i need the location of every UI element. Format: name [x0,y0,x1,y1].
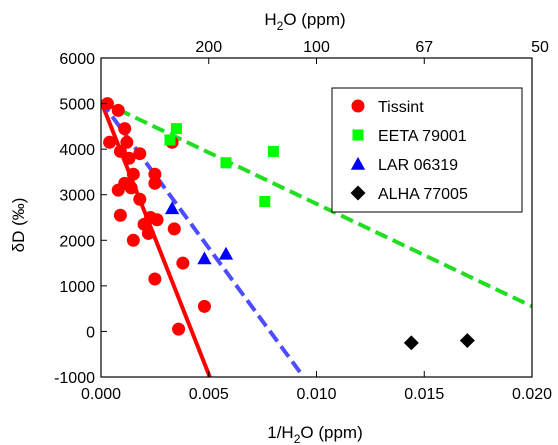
legend-label-lar-06319: LAR 06319 [378,157,458,174]
tissint-point [126,167,140,181]
tissint-point [124,181,138,195]
tissint-point [113,208,127,222]
legend-marker-alha-77005 [350,185,366,201]
x-tick-label: 0.000 [81,386,121,403]
eeta-79001-point [267,145,279,157]
y-tick-label: 5000 [59,97,95,114]
top-tick-label: 67 [415,39,433,56]
legend: Tissint EETA 79001 LAR 06319 ALHA 77005 [331,87,523,213]
x-tick-label: 0.010 [296,386,336,403]
x-tick-label: 0.020 [512,386,552,403]
lar-06319-point [164,201,180,215]
tissint-point [148,167,162,181]
top-axis-title: H2O (ppm) [264,10,345,33]
eeta-79001-point [164,134,176,146]
legend-label-alha-77005: ALHA 77005 [378,186,468,203]
tissint-point [141,226,155,240]
x-tick-label: 0.015 [404,386,444,403]
tissint-point [133,147,147,161]
tissint-point [126,233,140,247]
alha-77005-point [459,333,475,349]
y-axis-title: δD (‰) [9,198,28,253]
tissint-point [150,213,164,227]
alha-77005-point [403,335,419,351]
eeta-79001-point [259,196,271,208]
y-tick-label: -1000 [54,370,95,387]
tissint-point [148,176,162,190]
top-tick-label: 200 [195,39,222,56]
tissint-point [120,135,134,149]
top-tick-label: 100 [303,39,330,56]
y-tick-label: 0 [86,324,95,341]
data-markers [100,97,475,351]
legend-marker-tissint [351,99,365,113]
y-tick-label: 1000 [59,279,95,296]
tissint-point [176,256,190,270]
lar-06319-point [218,246,234,260]
tissint-point [197,299,211,313]
tissint-point [172,322,186,336]
fit-line-1 [101,100,306,377]
eeta-79001-point [170,123,182,135]
top-tick-label: 50 [531,39,549,56]
tissint-point [122,151,136,165]
y-tick-label: 6000 [59,51,95,68]
lar-06319-point [197,251,212,265]
tissint-point [167,222,181,236]
x-tick-label: 0.005 [189,386,229,403]
y-tick-label: 3000 [59,188,95,205]
tissint-point [148,272,162,286]
tissint-point [111,103,125,117]
tissint-point [100,97,114,111]
eeta-79001-point [220,157,232,169]
tissint-point [133,192,147,206]
x-axis-title: 1/H2O (ppm) [267,423,363,445]
y-tick-label: 4000 [59,142,95,159]
legend-marker-eeta-79001 [352,129,364,141]
tissint-point [103,135,117,149]
legend-label-tissint: Tissint [378,99,424,116]
tissint-point [111,183,125,197]
legend-marker-lar-06319 [350,156,366,170]
axis-ticks: 0.000 0.005 0.010 0.015 0.020 -1000 0 1000 2000 3… [54,39,552,403]
y-tick-label: 2000 [59,233,95,250]
legend-label-eeta-79001: EETA 79001 [378,128,467,145]
tissint-point [118,122,132,136]
fit-line-0 [101,100,212,377]
